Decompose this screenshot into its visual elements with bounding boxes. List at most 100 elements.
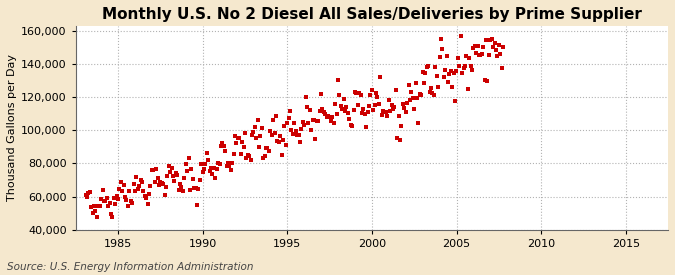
Point [159,193,170,197]
Point [493,43,504,47]
Point [132,187,143,191]
Point [321,115,332,119]
Point [377,113,387,117]
Point [127,201,138,205]
Point [431,74,442,78]
Point [492,54,503,59]
Point [142,202,153,207]
Point [465,64,476,68]
Point [117,189,128,194]
Point [252,118,263,123]
Point [167,174,178,178]
Point [170,171,181,175]
Point [214,162,225,167]
Point [483,53,494,57]
Point [324,115,335,119]
Point [215,144,226,148]
Point [119,195,130,199]
Point [188,177,198,182]
Point [113,197,124,201]
Point [335,104,346,109]
Point [390,88,401,92]
Point [457,71,468,75]
Point [403,83,414,87]
Point [293,133,304,137]
Point [80,193,91,197]
Point [134,184,144,188]
Point [307,117,318,122]
Point [237,140,248,145]
Point [425,90,435,95]
Point [382,114,393,118]
Point [114,186,125,191]
Point [351,91,362,95]
Point [241,156,252,160]
Point [441,54,452,58]
Point [263,148,274,153]
Point [95,204,105,208]
Point [404,97,415,102]
Point [416,93,427,97]
Point [172,173,183,177]
Point [107,214,117,219]
Point [477,52,487,56]
Point [180,161,191,166]
Point [221,163,232,168]
Point [153,183,164,187]
Point [178,188,188,193]
Point [211,167,222,172]
Point [299,122,310,127]
Point [478,45,489,49]
Point [210,175,221,180]
Point [319,109,329,114]
Point [361,125,372,130]
Point [238,145,249,149]
Point [272,139,283,143]
Point [334,92,345,97]
Point [417,70,428,74]
Point [491,48,502,52]
Point [434,55,445,60]
Point [223,161,234,165]
Point [267,133,277,138]
Point [231,141,242,145]
Point [316,92,327,97]
Point [166,166,177,170]
Point [145,184,156,189]
Point [452,55,463,60]
Point [101,196,112,200]
Point [406,90,416,95]
Point [358,107,369,111]
Point [163,164,174,168]
Point [421,65,432,69]
Point [410,81,421,85]
Point [447,85,458,89]
Text: Source: U.S. Energy Information Administration: Source: U.S. Energy Information Administ… [7,262,253,272]
Point [261,146,271,150]
Point [186,166,196,171]
Point [446,69,456,73]
Point [338,97,349,101]
Point [144,192,155,197]
Point [162,174,173,178]
Point [196,162,207,167]
Point [362,109,373,114]
Point [412,96,423,100]
Point [198,167,209,171]
Point [328,120,339,125]
Point [290,128,301,133]
Point [99,199,109,203]
Point [87,210,98,215]
Point [298,120,308,124]
Point [350,89,360,94]
Point [420,71,431,75]
Point [275,134,286,139]
Point [356,111,367,115]
Point [262,146,273,150]
Point [276,153,287,157]
Point [91,214,102,219]
Point [461,53,472,58]
Point [333,78,344,82]
Point [341,105,352,109]
Point [90,209,101,214]
